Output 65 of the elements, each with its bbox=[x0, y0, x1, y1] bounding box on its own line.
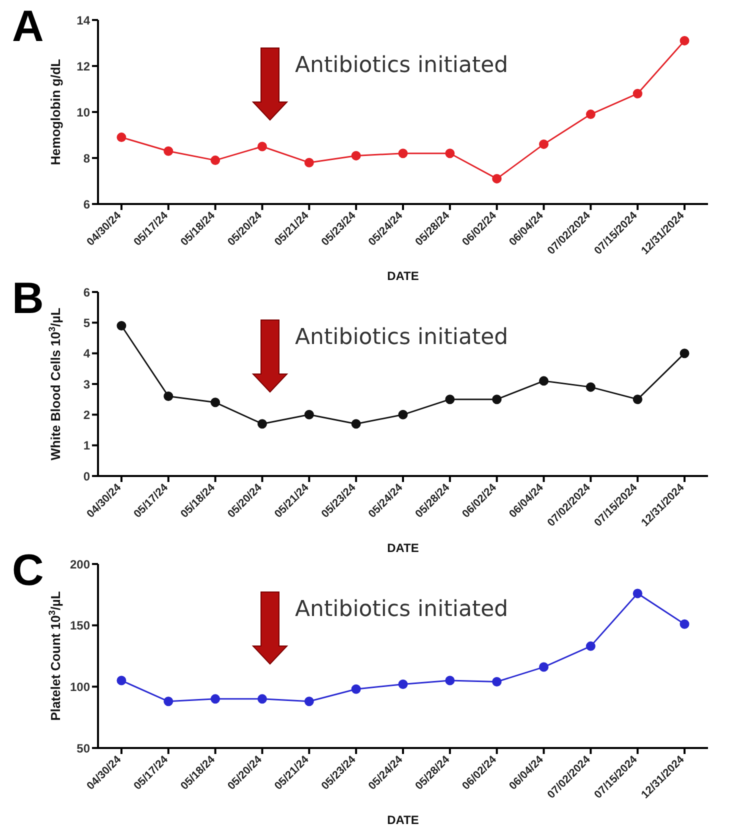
x-axis-title: DATE bbox=[387, 541, 419, 555]
point bbox=[210, 156, 220, 166]
point bbox=[445, 148, 455, 158]
point bbox=[445, 394, 455, 404]
point bbox=[210, 694, 220, 704]
point bbox=[351, 150, 361, 160]
x-axis-title: DATE bbox=[387, 269, 419, 283]
point bbox=[351, 419, 361, 429]
point bbox=[304, 410, 314, 420]
point bbox=[116, 676, 126, 686]
y-tick-label: 4 bbox=[83, 346, 90, 361]
point bbox=[586, 641, 596, 651]
point bbox=[680, 619, 690, 629]
y-tick-label: 14 bbox=[76, 13, 90, 28]
point bbox=[304, 158, 314, 168]
y-tick-label: 2 bbox=[83, 408, 90, 422]
point bbox=[257, 142, 267, 152]
y-tick-label: 12 bbox=[76, 59, 90, 74]
x-axis-title: DATE bbox=[387, 813, 419, 827]
point bbox=[398, 148, 408, 158]
point bbox=[210, 398, 220, 408]
point bbox=[164, 696, 174, 706]
point bbox=[492, 394, 502, 404]
point bbox=[632, 394, 642, 404]
y-tick-label: 8 bbox=[83, 151, 90, 166]
point bbox=[257, 694, 267, 704]
point bbox=[492, 677, 502, 687]
y-tick-label: 0 bbox=[83, 469, 90, 484]
y-tick-label: 1 bbox=[83, 438, 90, 453]
y-tick-label: 50 bbox=[76, 741, 90, 756]
chart-title: A bbox=[12, 2, 44, 52]
point bbox=[632, 588, 642, 598]
point bbox=[164, 392, 174, 402]
point bbox=[680, 36, 690, 46]
y-tick-label: 100 bbox=[70, 680, 90, 694]
point bbox=[539, 376, 549, 386]
y-axis-title: Hemoglobin g/dL bbox=[48, 58, 63, 166]
y-tick-label: 3 bbox=[83, 377, 90, 392]
point bbox=[586, 382, 596, 392]
chart-title: B bbox=[12, 274, 44, 324]
point bbox=[351, 684, 361, 694]
y-tick-label: 200 bbox=[70, 557, 90, 572]
annotation: Antibiotics initiated bbox=[295, 325, 508, 350]
point bbox=[445, 676, 455, 686]
point bbox=[539, 139, 549, 149]
y-tick-label: 10 bbox=[76, 105, 90, 120]
point bbox=[398, 679, 408, 689]
chart-title: C bbox=[12, 546, 44, 596]
point bbox=[680, 348, 690, 358]
point bbox=[116, 132, 126, 142]
annotation: Antibiotics initiated bbox=[295, 597, 508, 622]
point bbox=[164, 146, 174, 156]
point bbox=[116, 320, 126, 330]
point bbox=[539, 662, 549, 672]
y-tick-label: 150 bbox=[70, 618, 90, 633]
y-tick-label: 6 bbox=[83, 285, 90, 300]
point bbox=[632, 88, 642, 98]
point bbox=[492, 174, 502, 184]
point bbox=[398, 410, 408, 420]
y-tick-label: 6 bbox=[83, 197, 90, 212]
annotation: Antibiotics initiated bbox=[295, 53, 508, 78]
y-tick-label: 5 bbox=[83, 316, 90, 330]
point bbox=[304, 696, 314, 706]
point bbox=[586, 110, 596, 120]
point bbox=[257, 419, 267, 429]
